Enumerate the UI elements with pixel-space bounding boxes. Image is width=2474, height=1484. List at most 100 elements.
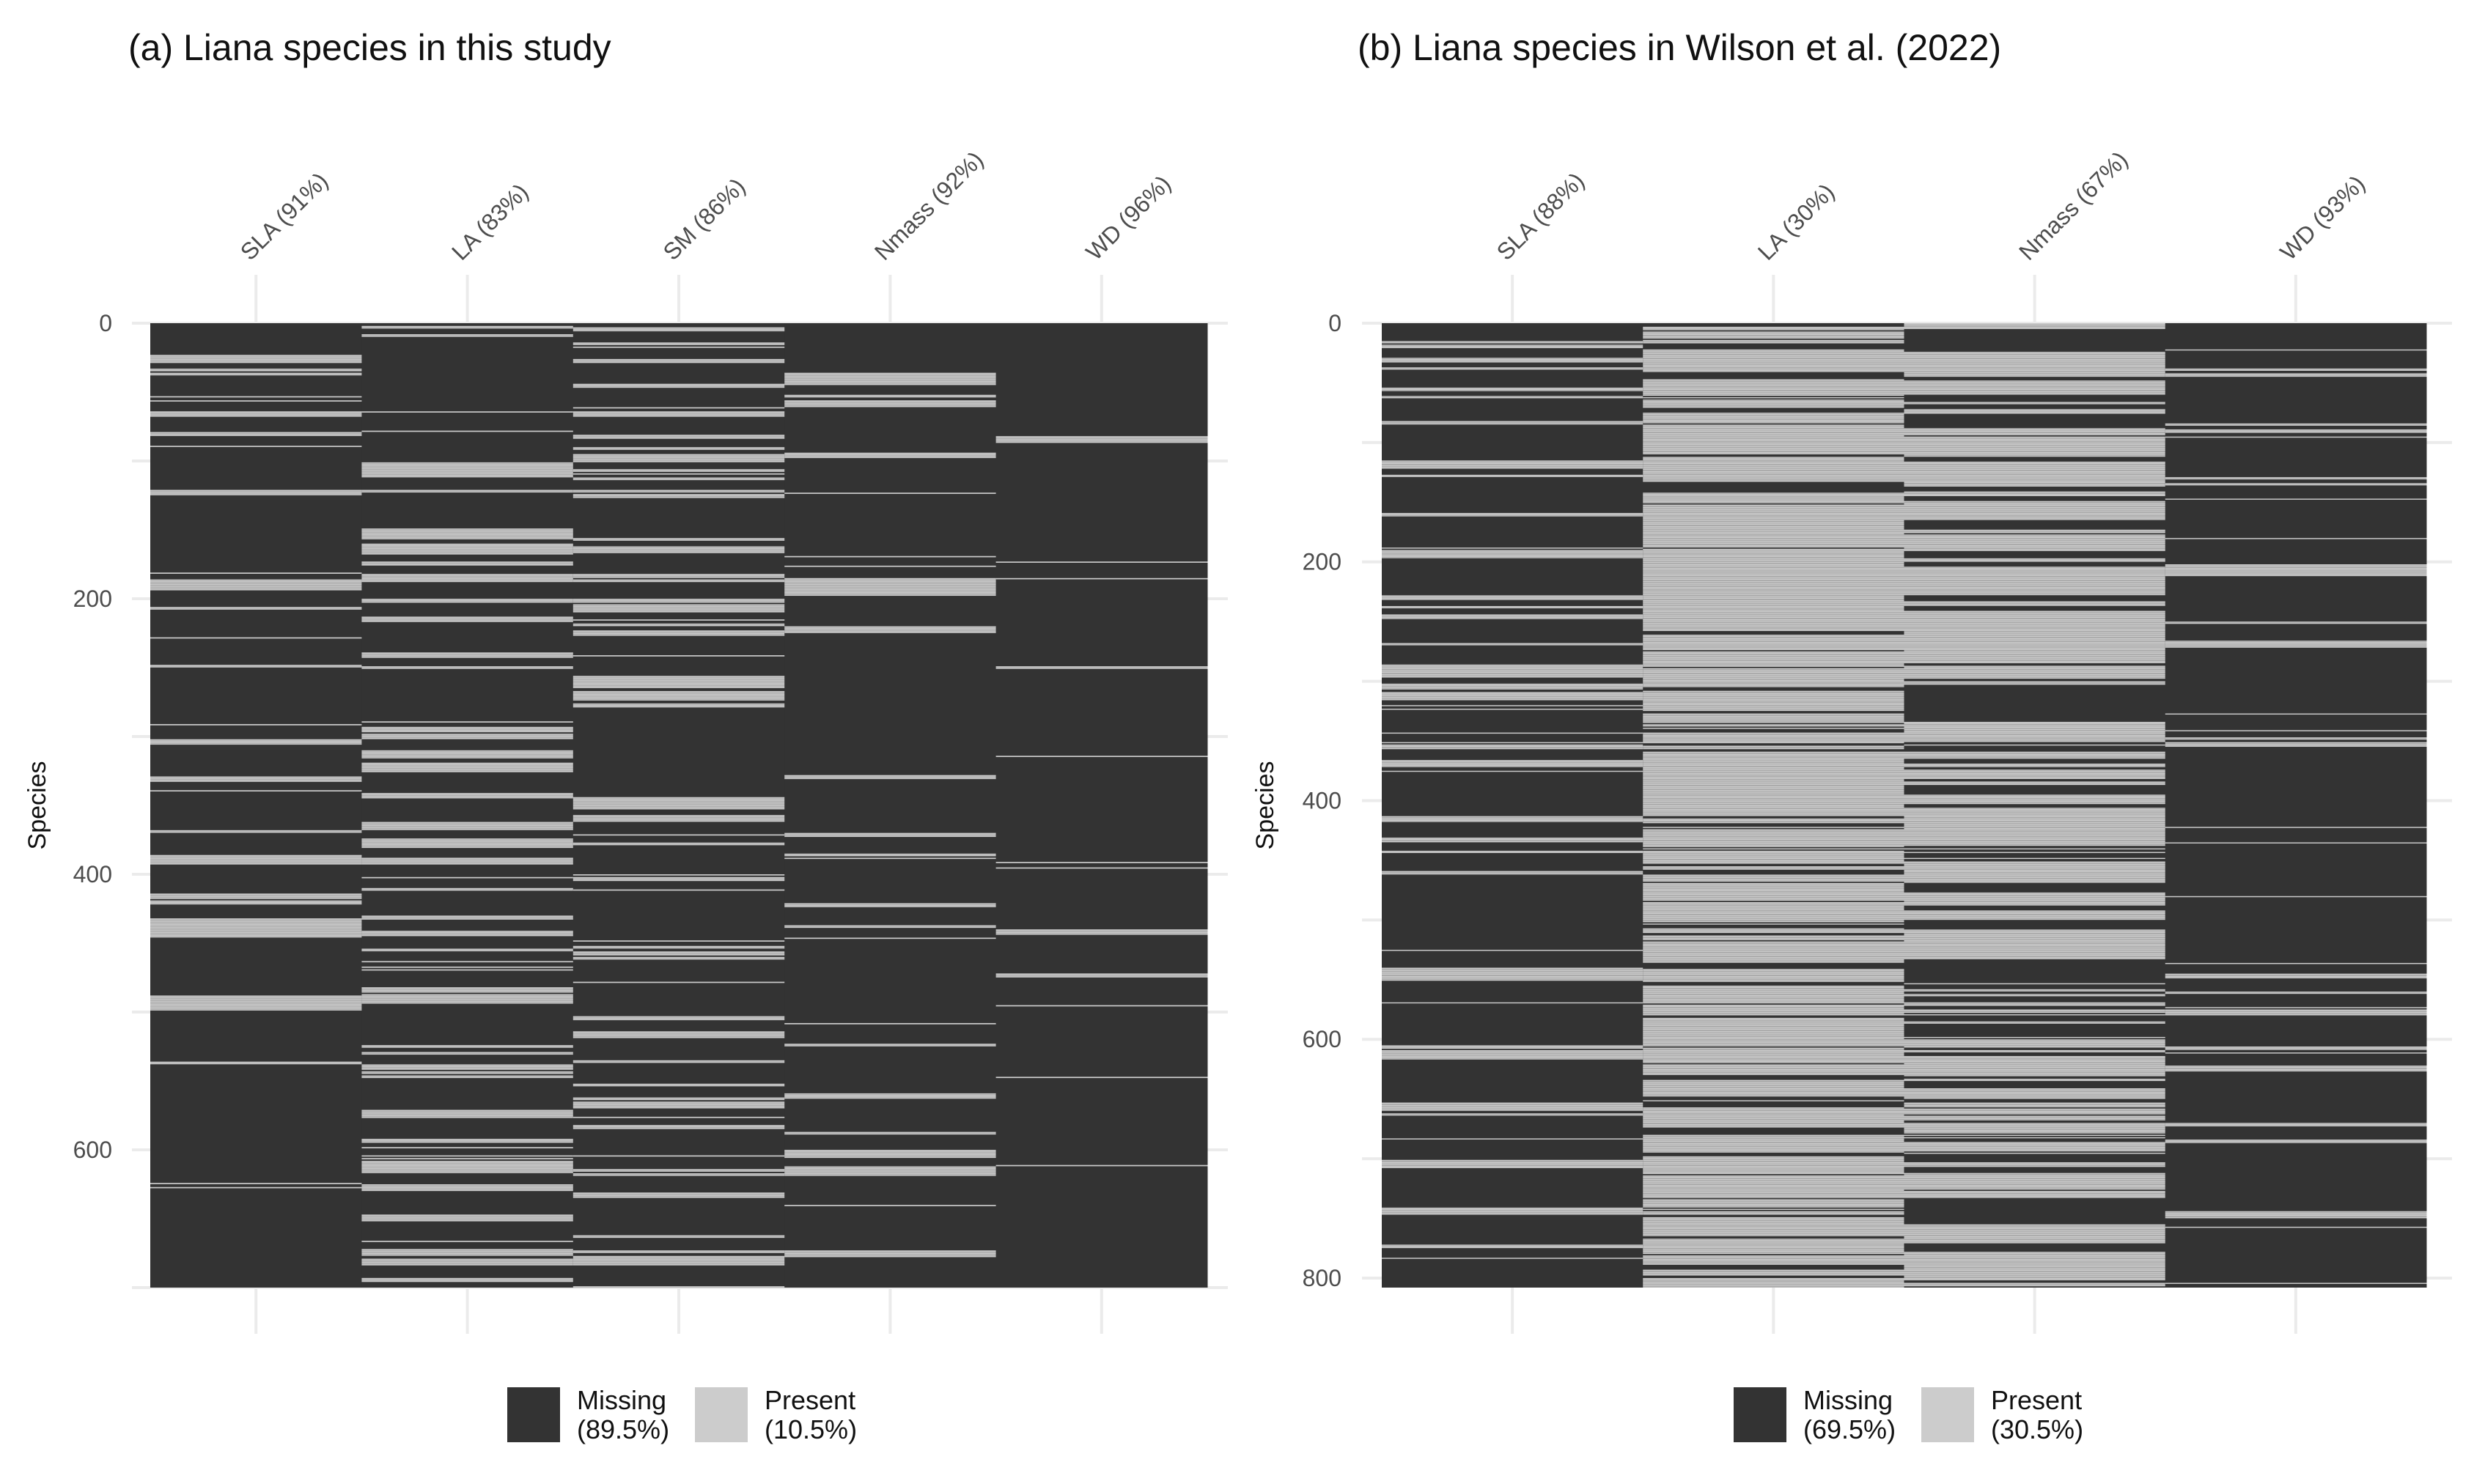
present-cell (1643, 1277, 1904, 1280)
present-cell (361, 842, 574, 844)
present-cell (573, 552, 785, 553)
present-cell (1643, 577, 1904, 579)
present-cell (361, 1172, 574, 1173)
present-cell (150, 637, 362, 639)
present-cell (784, 404, 997, 406)
present-cell (1904, 1274, 2166, 1276)
present-cell (1643, 641, 1904, 643)
present-cell (573, 605, 785, 608)
present-cell (150, 358, 362, 361)
present-cell (1643, 918, 1904, 920)
present-cell (1382, 360, 1643, 361)
present-cell (1643, 1256, 1904, 1258)
present-cell (1643, 514, 1904, 516)
present-cell (1904, 358, 2166, 361)
present-cell (784, 1170, 997, 1172)
present-cell (361, 1000, 574, 1001)
present-cell (1643, 838, 1904, 841)
present-cell (1904, 1142, 2166, 1145)
present-cell (1904, 630, 2166, 632)
present-cell (1382, 1057, 1643, 1059)
present-cell (1904, 477, 2166, 479)
present-cell (1643, 762, 1904, 764)
present-cell (1382, 1056, 1643, 1057)
present-cell (1904, 1256, 2166, 1258)
present-cell (1904, 580, 2166, 583)
present-cell (2165, 538, 2427, 539)
present-cell (784, 1169, 997, 1171)
present-cell (1643, 1090, 1904, 1092)
present-cell (361, 1002, 574, 1004)
present-cell (784, 1155, 997, 1157)
present-cell (1904, 668, 2166, 670)
present-cell (150, 724, 362, 726)
present-cell (361, 918, 574, 920)
present-cell (150, 1005, 362, 1007)
present-cell (1904, 879, 2166, 881)
present-cell (361, 1046, 574, 1048)
present-cell (361, 931, 574, 932)
present-cell (1643, 952, 1904, 953)
present-cell (1904, 610, 2166, 612)
present-cell (361, 1158, 574, 1159)
present-cell (1643, 1230, 1904, 1232)
present-cell (361, 876, 574, 879)
present-cell (1382, 547, 1643, 549)
present-cell (1643, 775, 1904, 777)
present-cell (1382, 692, 1643, 693)
present-cell (1382, 514, 1643, 516)
present-cell (361, 469, 574, 470)
present-cell (1643, 815, 1904, 816)
present-cell (1904, 1096, 2166, 1098)
present-cell (1904, 371, 2166, 372)
present-cell (1643, 426, 1904, 427)
present-cell (150, 411, 362, 413)
present-cell (1643, 1007, 1904, 1008)
present-cell (1904, 448, 2166, 450)
present-cell (1643, 1022, 1904, 1024)
present-cell (1643, 1019, 1904, 1021)
present-cell (1382, 732, 1643, 734)
present-cell (1904, 776, 2166, 778)
present-cell (573, 328, 785, 331)
present-cell (573, 575, 785, 577)
present-cell (1904, 739, 2166, 741)
present-cell (1382, 1046, 1643, 1048)
present-cell (1382, 1161, 1643, 1162)
present-cell (1904, 994, 2166, 997)
column-label-la: LA (30%) (1753, 178, 1840, 265)
present-cell (361, 574, 574, 575)
heatmap-column (784, 323, 997, 1288)
present-cell (1643, 419, 1904, 421)
present-cell (1643, 904, 1904, 906)
present-cell (1904, 566, 2166, 568)
present-cell (1904, 589, 2166, 591)
present-cell (1643, 789, 1904, 791)
present-cell (995, 931, 1208, 934)
present-cell (1382, 766, 1643, 767)
present-cell (1643, 583, 1904, 585)
present-cell (361, 721, 574, 723)
present-cell (1643, 501, 1904, 503)
present-cell (1643, 1149, 1904, 1151)
present-cell (361, 729, 574, 731)
present-cell (361, 1277, 574, 1280)
present-cell (1643, 939, 1904, 940)
present-cell (1643, 1110, 1904, 1112)
present-cell (1382, 761, 1643, 763)
present-cell (1904, 1115, 2166, 1117)
present-cell (150, 585, 362, 586)
present-cell (1643, 584, 1904, 586)
present-cell (1904, 372, 2166, 374)
present-cell (784, 904, 997, 907)
present-cell (1904, 939, 2166, 940)
present-cell (1643, 1263, 1904, 1265)
present-cell (573, 619, 785, 621)
present-cell (1643, 512, 1904, 514)
present-cell (150, 901, 362, 904)
present-cell (1904, 730, 2166, 731)
present-cell (1904, 1269, 2166, 1271)
present-cell (573, 415, 785, 417)
present-cell (1904, 544, 2166, 547)
present-cell (1643, 901, 1904, 904)
